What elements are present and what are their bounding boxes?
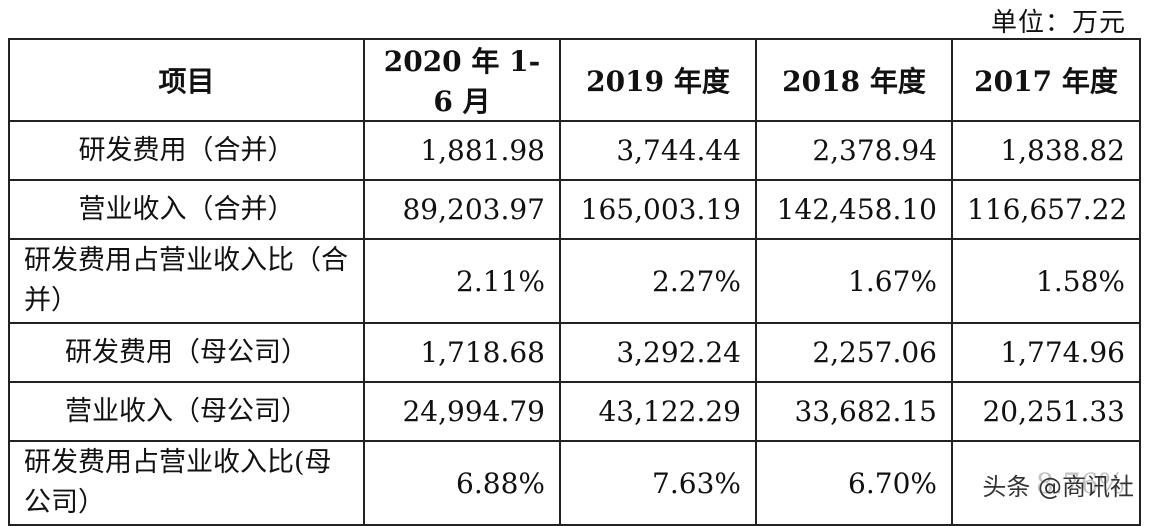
table-row: 营业收入（合并） 89,203.97 165,003.19 142,458.10… <box>8 179 1141 240</box>
cell-value: 6.70% <box>755 440 953 526</box>
cell-value: 3,744.44 <box>559 120 757 181</box>
table-row: 研发费用（母公司） 1,718.68 3,292.24 2,257.06 1,7… <box>8 322 1141 383</box>
cell-value: 7.63% <box>559 440 757 526</box>
row-label: 营业收入（母公司） <box>8 381 365 442</box>
cell-value: 24,994.79 <box>363 381 561 442</box>
cell-value: 116,657.22 <box>951 179 1141 240</box>
header-row: 项目 2020 年 1-6 月 2019 年度 2018 年度 2017 年度 <box>8 38 1141 122</box>
row-label: 营业收入（合并） <box>8 179 365 240</box>
header-2018: 2018 年度 <box>755 38 953 122</box>
header-item: 项目 <box>8 38 365 122</box>
cell-value: 33,682.15 <box>755 381 953 442</box>
cell-value: 1,718.68 <box>363 322 561 383</box>
row-label: 研发费用（母公司） <box>8 322 365 383</box>
table-row: 研发费用（合并） 1,881.98 3,744.44 2,378.94 1,83… <box>8 120 1141 181</box>
table-row: 研发费用占营业收入比(母公司） 6.88% 7.63% 6.70% 8.76% <box>8 440 1141 526</box>
header-2020h1: 2020 年 1-6 月 <box>363 38 561 122</box>
cell-value: 20,251.33 <box>951 381 1141 442</box>
header-2017: 2017 年度 <box>951 38 1141 122</box>
cell-value: 1,774.96 <box>951 322 1141 383</box>
watermark-label: 头条 @商讯社 <box>978 467 1138 502</box>
cell-value: 2.27% <box>559 238 757 324</box>
cell-value: 1,881.98 <box>363 120 561 181</box>
cell-value: 89,203.97 <box>363 179 561 240</box>
row-label: 研发费用占营业收入比（合并） <box>8 238 365 324</box>
cell-value: 3,292.24 <box>559 322 757 383</box>
cell-value: 142,458.10 <box>755 179 953 240</box>
cell-value: 2,257.06 <box>755 322 953 383</box>
cell-value: 6.88% <box>363 440 561 526</box>
unit-label: 单位：万元 <box>990 8 1126 38</box>
row-label: 研发费用（合并） <box>8 120 365 181</box>
table-row: 营业收入（母公司） 24,994.79 43,122.29 33,682.15 … <box>8 381 1141 442</box>
table-row: 研发费用占营业收入比（合并） 2.11% 2.27% 1.67% 1.58% <box>8 238 1141 324</box>
cell-value: 1,838.82 <box>951 120 1141 181</box>
cell-value: 1.58% <box>951 238 1141 324</box>
header-2019: 2019 年度 <box>559 38 757 122</box>
rd-expense-table: 项目 2020 年 1-6 月 2019 年度 2018 年度 2017 年度 … <box>8 38 1141 526</box>
row-label: 研发费用占营业收入比(母公司） <box>8 440 365 526</box>
cell-value: 165,003.19 <box>559 179 757 240</box>
cell-value: 1.67% <box>755 238 953 324</box>
cell-value: 43,122.29 <box>559 381 757 442</box>
cell-value: 2,378.94 <box>755 120 953 181</box>
cell-value: 2.11% <box>363 238 561 324</box>
